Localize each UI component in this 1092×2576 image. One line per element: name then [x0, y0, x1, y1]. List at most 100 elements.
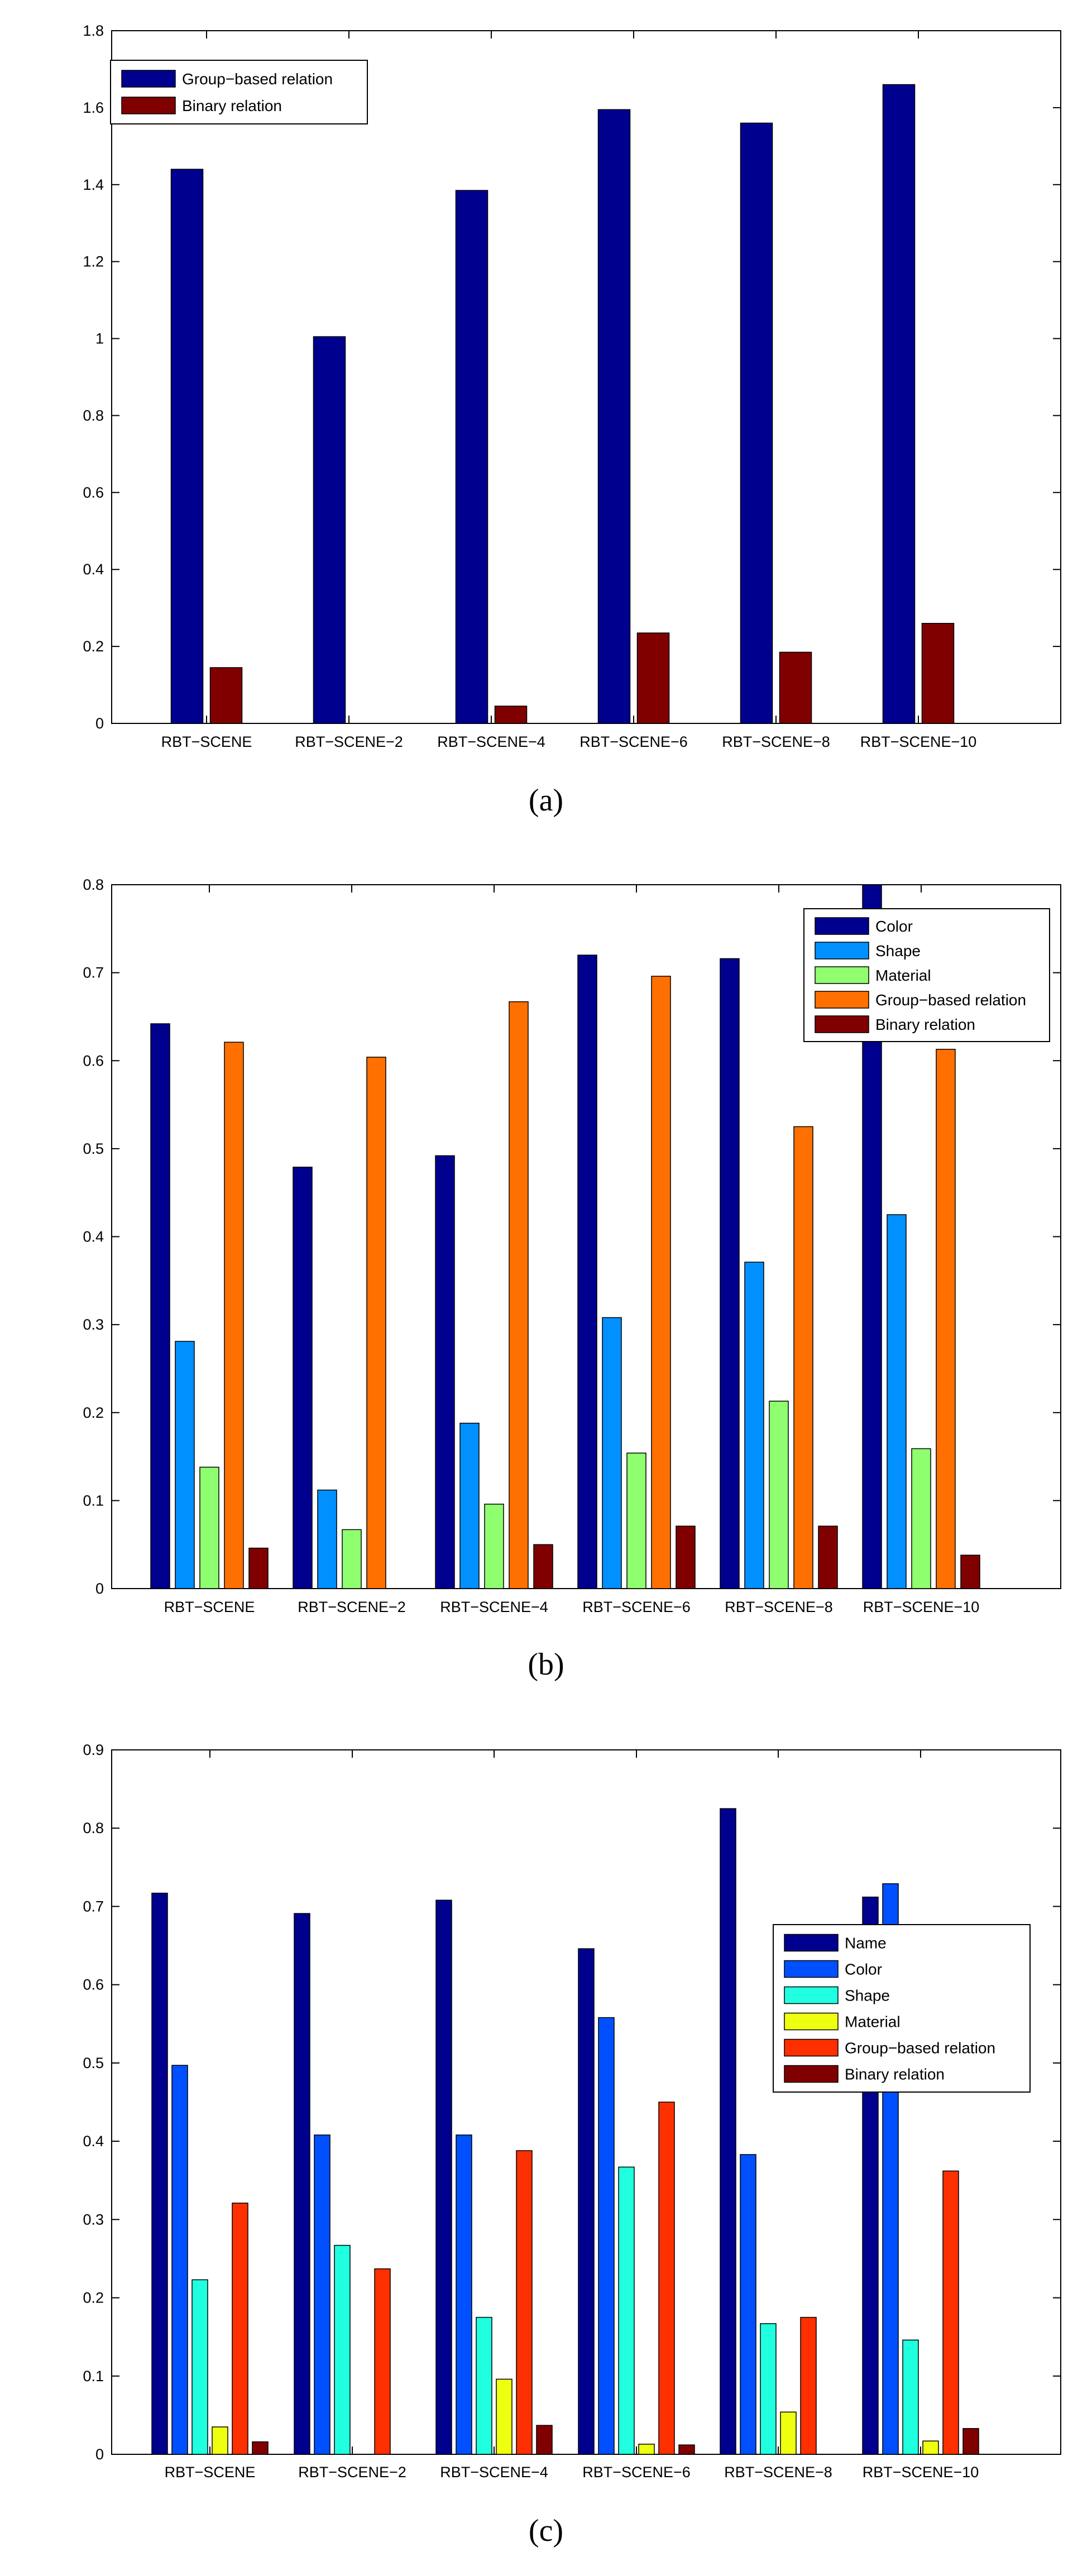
y-axis: 0 0.1 0.2 0.3 0.4 0.5 0.6 0.7 0.8 [83, 876, 1061, 1597]
y-tick-label: 0 [95, 715, 104, 732]
bar [887, 1214, 907, 1589]
y-tick-label: 0.8 [83, 407, 104, 424]
bar [317, 1489, 337, 1589]
legend-box [773, 1924, 1031, 2093]
x-tick-label: RBT−SCENE−6 [579, 733, 688, 750]
legend-swatch [121, 97, 176, 114]
bar [942, 2170, 959, 2455]
bar [175, 1341, 195, 1589]
bar [744, 1261, 764, 1589]
legend: Color Shape Material Group−based relation Bi… [803, 908, 1050, 1042]
y-tick-label: 0.5 [83, 1140, 104, 1157]
legend-label: Binary relation [182, 97, 282, 114]
bar [151, 1892, 168, 2455]
y-tick-label: 0 [95, 2446, 104, 2463]
bar [780, 2411, 797, 2455]
x-tick-label: RBT−SCENE−10 [863, 2464, 979, 2481]
y-tick-label: 0.1 [83, 2368, 104, 2385]
y-axis: 0 0.1 0.2 0.3 0.4 0.5 0.6 0.7 0.8 0.9 [83, 1742, 1061, 2463]
bar [577, 954, 597, 1589]
bar [171, 2065, 188, 2455]
bar [509, 1001, 529, 1589]
legend: Group−based relation Binary relation [110, 60, 368, 124]
series-5 [248, 1526, 980, 1589]
y-tick-label: 0.6 [83, 484, 104, 501]
bar [313, 336, 346, 724]
bar [496, 2378, 513, 2455]
bar [602, 1317, 622, 1589]
legend-label: Color [845, 1961, 882, 1978]
x-tick-label: RBT−SCENE [165, 2464, 256, 2481]
bar [342, 1529, 362, 1589]
bar [536, 2425, 553, 2455]
y-tick-label: 0.8 [83, 1820, 104, 1836]
x-axis: RBT−SCENE RBT−SCENE−2 RBT−SCENE−4 RBT−SCENE… [161, 31, 976, 750]
bar [476, 2316, 492, 2455]
bar [455, 190, 488, 724]
panel-caption: (b) [528, 1647, 564, 1682]
bar [922, 2440, 939, 2455]
bar [494, 706, 528, 724]
bar [618, 2166, 635, 2455]
x-tick-label: RBT−SCENE−4 [440, 2464, 548, 2481]
legend-label: Group−based relation [845, 2040, 995, 2057]
legend-label: Material [845, 2013, 901, 2031]
bar [720, 1808, 736, 2455]
x-axis: RBT−SCENE RBT−SCENE−2 RBT−SCENE−4 RBT−SCENE… [165, 1750, 979, 2481]
legend-swatch [784, 2065, 839, 2083]
legend-swatch [784, 1960, 839, 1978]
x-tick-label: RBT−SCENE−4 [440, 1599, 548, 1615]
bar [248, 1547, 269, 1589]
x-tick-label: RBT−SCENE [164, 1599, 255, 1615]
y-tick-label: 0.2 [83, 1404, 104, 1421]
bar [459, 1422, 480, 1589]
bars [170, 84, 955, 724]
x-tick-label: RBT−SCENE−10 [863, 1599, 980, 1615]
legend-swatch [784, 1986, 839, 2004]
series-1 [150, 884, 882, 1589]
legend-label: Material [875, 967, 931, 984]
bar [962, 2428, 979, 2455]
bar [911, 1448, 931, 1589]
bar [636, 632, 670, 724]
series-4 [212, 2378, 939, 2455]
y-tick-label: 0.4 [83, 2133, 104, 2150]
y-tick-label: 0.6 [83, 1052, 104, 1069]
y-tick-label: 0.9 [83, 1742, 104, 1758]
y-axis: 0 0.2 0.4 0.6 0.8 1 1.2 1.4 1.6 1.8 [83, 22, 1061, 732]
legend-swatch [784, 2038, 839, 2057]
bar [921, 622, 955, 724]
panel-caption: (c) [529, 2513, 563, 2548]
bar [779, 651, 812, 724]
series-3 [199, 1400, 931, 1589]
x-tick-label: RBT−SCENE−6 [582, 1599, 691, 1615]
y-tick-label: 0.2 [83, 2290, 104, 2306]
y-tick-label: 0 [95, 1580, 104, 1597]
legend-swatch [815, 1015, 869, 1033]
x-tick-label: RBT−SCENE−2 [298, 2464, 406, 2481]
x-tick-label: RBT−SCENE−8 [725, 1599, 833, 1615]
y-tick-label: 0.7 [83, 1898, 104, 1915]
bar [456, 2134, 472, 2455]
y-tick-label: 0.3 [83, 2211, 104, 2228]
bar [435, 1155, 455, 1589]
y-tick-label: 0.8 [83, 876, 104, 893]
bar [800, 2316, 817, 2455]
series-4 [224, 976, 956, 1589]
legend-swatch [784, 1934, 839, 1952]
bar [314, 2134, 331, 2455]
panel-caption: (a) [529, 783, 563, 818]
x-tick-label: RBT−SCENE−6 [582, 2464, 691, 2481]
bar [224, 1042, 244, 1589]
bar [793, 1126, 813, 1589]
bar [882, 84, 916, 724]
bar [199, 1466, 219, 1589]
series-2 [209, 622, 955, 724]
bar [150, 1023, 170, 1589]
y-tick-label: 0.2 [83, 638, 104, 655]
legend-label: Shape [875, 942, 921, 960]
y-tick-label: 1.4 [83, 176, 104, 193]
bar [252, 2441, 269, 2455]
